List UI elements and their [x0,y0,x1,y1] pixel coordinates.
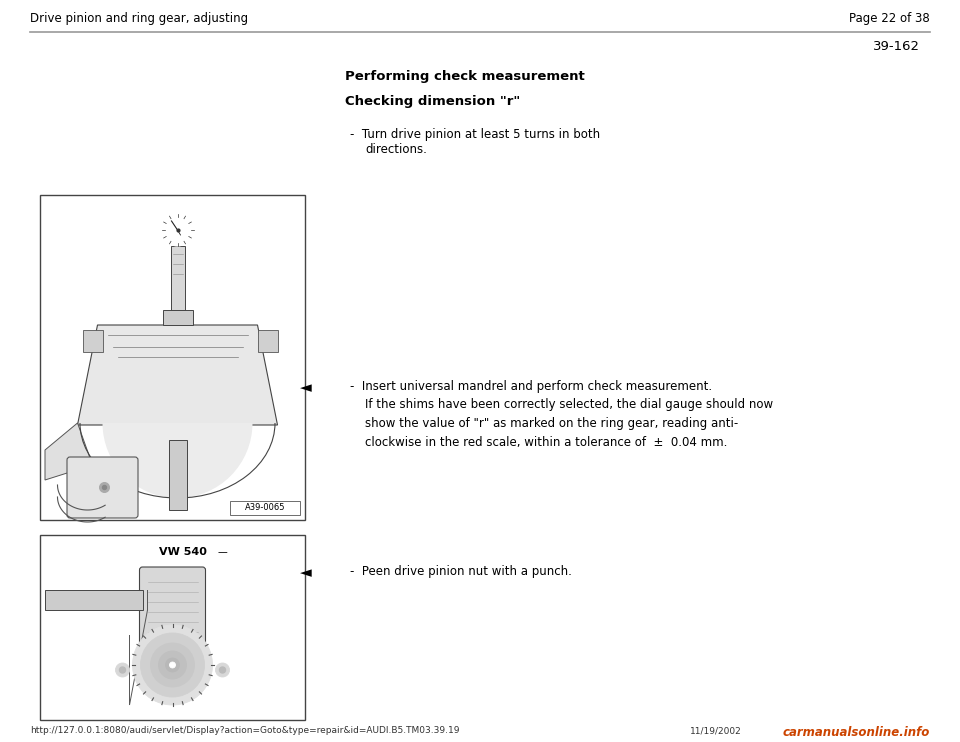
Circle shape [215,663,229,677]
Bar [40,195,305,520]
Wedge shape [103,423,252,498]
Text: ◄: ◄ [300,565,312,580]
Circle shape [158,651,186,679]
Circle shape [103,485,107,490]
Text: 11/19/2002: 11/19/2002 [690,726,742,735]
Text: Performing check measurement: Performing check measurement [345,70,585,83]
Bar [230,501,300,515]
Circle shape [151,643,195,687]
FancyBboxPatch shape [139,567,205,653]
Text: Page 22 of 38: Page 22 of 38 [850,12,930,25]
Bar [83,330,103,352]
Circle shape [100,482,109,493]
Text: -  Peen drive pinion nut with a punch.: - Peen drive pinion nut with a punch. [350,565,572,578]
Text: -  Insert universal mandrel and perform check measurement.: - Insert universal mandrel and perform c… [350,380,712,393]
Circle shape [220,667,226,673]
Text: VW 540: VW 540 [158,547,206,557]
Bar [162,310,193,325]
Bar [169,440,186,510]
Circle shape [161,214,194,246]
Circle shape [115,663,130,677]
Text: directions.: directions. [365,143,427,156]
FancyBboxPatch shape [67,457,138,518]
Circle shape [132,625,212,705]
Circle shape [170,662,176,668]
Text: Drive pinion and ring gear, adjusting: Drive pinion and ring gear, adjusting [30,12,248,25]
Text: —: — [218,547,228,557]
Text: 39-162: 39-162 [873,40,920,53]
Polygon shape [45,423,92,480]
Circle shape [165,658,180,672]
Text: -  Turn drive pinion at least 5 turns in both: - Turn drive pinion at least 5 turns in … [350,128,600,141]
Text: ◄: ◄ [300,380,312,395]
Bar [171,246,184,310]
Bar [257,330,277,352]
Bar [40,535,305,720]
Text: A39-0065: A39-0065 [245,504,285,513]
Circle shape [140,633,204,697]
Circle shape [119,667,126,673]
Text: http://127.0.0.1:8080/audi/servlet/Display?action=Goto&type=repair&id=AUDI.B5.TM: http://127.0.0.1:8080/audi/servlet/Displ… [30,726,460,735]
Polygon shape [78,325,277,425]
Text: carmanualsonline.info: carmanualsonline.info [782,726,930,739]
Text: If the shims have been correctly selected, the dial gauge should now
show the va: If the shims have been correctly selecte… [365,398,773,449]
Bar [45,590,142,610]
Text: Checking dimension "r": Checking dimension "r" [345,95,520,108]
